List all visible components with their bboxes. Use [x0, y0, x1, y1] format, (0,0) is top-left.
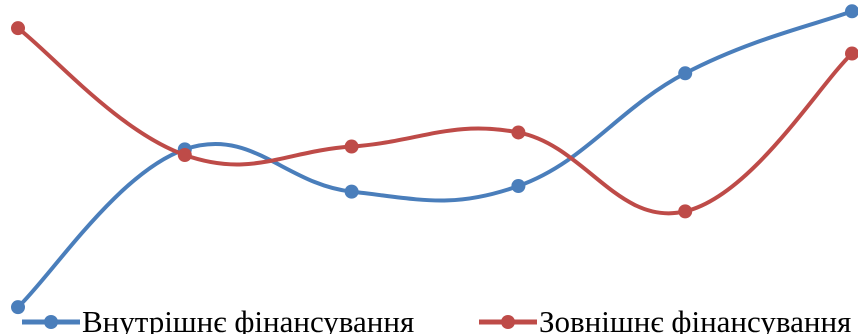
- legend-marker-internal: [44, 315, 58, 329]
- data-point-1-2: [344, 139, 359, 154]
- data-point-1-0: [11, 21, 25, 36]
- legend-label-external: Зовнішнє фінансування: [539, 304, 851, 334]
- series-1: [11, 21, 858, 219]
- data-point-0-3: [511, 179, 526, 193]
- legend-marker-external: [501, 315, 515, 329]
- data-point-0-2: [344, 184, 359, 199]
- plot-area: [11, 4, 858, 315]
- data-point-0-5: [845, 4, 858, 19]
- legend-entry-external-financing: Зовнішнє фінансування: [479, 304, 851, 334]
- series-line-1: [16, 26, 854, 216]
- series-line-0: [16, 9, 854, 310]
- series-0: [11, 4, 858, 315]
- data-point-0-4: [678, 66, 693, 81]
- data-point-1-1: [177, 148, 192, 162]
- data-point-1-4: [678, 204, 693, 219]
- data-point-0-0: [11, 300, 25, 315]
- legend: Внутрішнє фінансування Зовнішнє фінансув…: [22, 304, 851, 334]
- data-point-1-3: [511, 125, 526, 140]
- legend-label-internal: Внутрішнє фінансування: [82, 304, 414, 334]
- legend-entry-internal-financing: Внутрішнє фінансування: [22, 304, 414, 334]
- data-point-1-5: [845, 46, 858, 61]
